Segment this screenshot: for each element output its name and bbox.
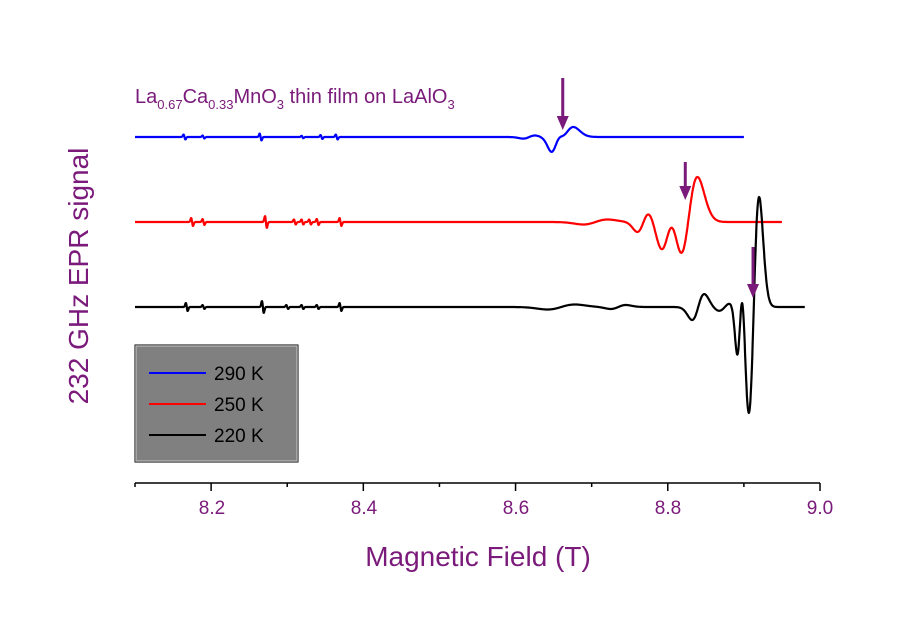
x-tick-label-8.8: 8.8 [655,498,681,519]
x-tick-label-8.6: 8.6 [503,498,529,519]
traces-group [134,125,806,415]
resonance-arrow-250k [679,162,692,200]
resonance-arrow-220k [747,247,760,298]
resonance-arrow-290k [556,78,569,130]
legend: 290 K 250 K 220 K [134,344,299,463]
trace-290k [134,125,745,153]
legend-label-220k: 220 K [214,426,264,447]
x-tick-label-9.0: 9.0 [807,498,833,519]
trace-220k [134,195,806,415]
sample-annotation: La0.67Ca0.33MnO3 thin film on LaAlO3 [135,86,455,112]
x-tick-label-8.4: 8.4 [351,498,378,519]
y-axis-title: 232 GHz EPR signal [63,148,94,405]
x-axis-ticks [134,483,821,491]
x-axis-title: Magnetic Field (T) [365,541,591,572]
x-tick-label-8.2: 8.2 [199,498,225,519]
arrows-group [556,78,760,298]
legend-label-250k: 250 K [214,395,264,416]
trace-250k [134,175,783,254]
legend-label-290k: 290 K [214,364,264,385]
